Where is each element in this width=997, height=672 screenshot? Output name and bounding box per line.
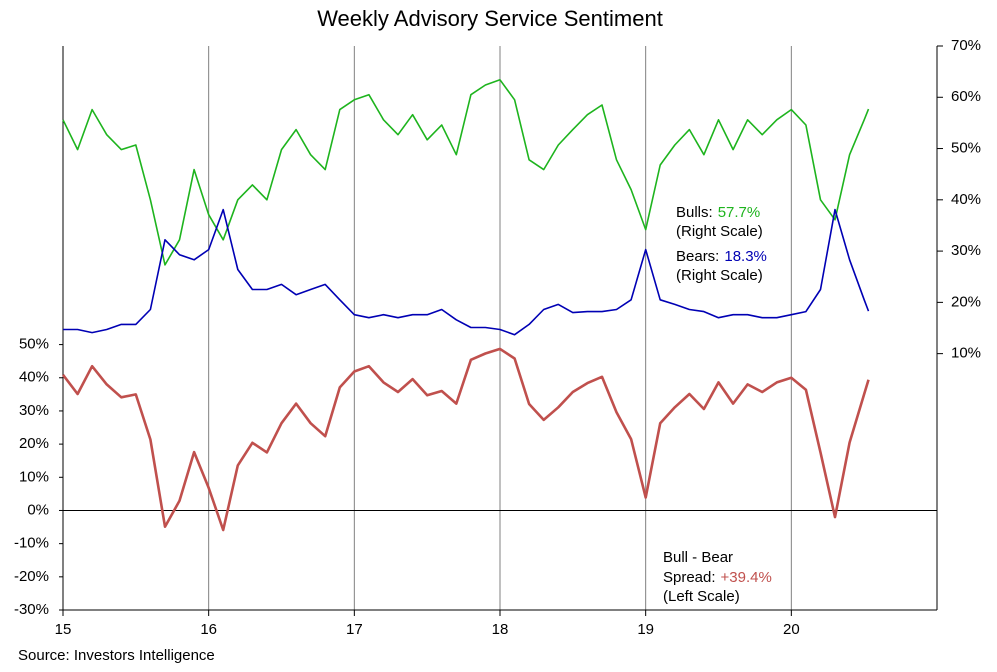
y2-tick-label: 30% [951, 242, 981, 259]
series-line [62, 79, 870, 266]
annotation-label: Bulls: [676, 204, 713, 221]
y-tick-label: -10% [14, 535, 49, 552]
annotation: Bears: 18.3% [676, 248, 767, 265]
y-tick-label: -20% [14, 568, 49, 585]
annotation-note: (Right Scale) [676, 267, 763, 284]
series-line [63, 208, 870, 336]
y-tick-label: 0% [27, 501, 49, 518]
y-tick-label: 50% [19, 336, 49, 353]
y2-tick-label: 20% [951, 293, 981, 310]
x-tick-label: 20 [783, 621, 800, 638]
x-tick-label: 16 [200, 621, 217, 638]
annotation-label: Spread: [663, 569, 716, 586]
y2-tick-label: 60% [951, 88, 981, 105]
y2-tick-label: 40% [951, 191, 981, 208]
annotation-value: +39.4% [721, 569, 772, 586]
y-tick-label: -30% [14, 601, 49, 618]
y-tick-label: 40% [19, 369, 49, 386]
x-tick-label: 19 [637, 621, 654, 638]
x-tick-label: 18 [492, 621, 509, 638]
source: Source: Investors Intelligence [18, 647, 215, 664]
annotation-value: 18.3% [724, 248, 767, 265]
y-tick-label: 20% [19, 435, 49, 452]
y2-tick-label: 10% [951, 345, 981, 362]
y2-tick-label: 50% [951, 140, 981, 157]
annotation-value: 57.7% [718, 204, 761, 221]
annotation: Spread: +39.4% [663, 569, 772, 586]
y-tick-label: 10% [19, 468, 49, 485]
annotation-label: Bears: [676, 248, 719, 265]
chart-title: Weekly Advisory Service Sentiment [317, 6, 663, 31]
annotation: Bulls: 57.7% [676, 204, 760, 221]
annotation-heading: Bull - Bear [663, 549, 733, 566]
annotation-note: (Right Scale) [676, 223, 763, 240]
series-line [61, 347, 870, 532]
annotation-note: (Left Scale) [663, 588, 740, 605]
y2-tick-label: 70% [951, 37, 981, 54]
x-tick-label: 15 [55, 621, 72, 638]
y-tick-label: 30% [19, 402, 49, 419]
x-tick-label: 17 [346, 621, 363, 638]
